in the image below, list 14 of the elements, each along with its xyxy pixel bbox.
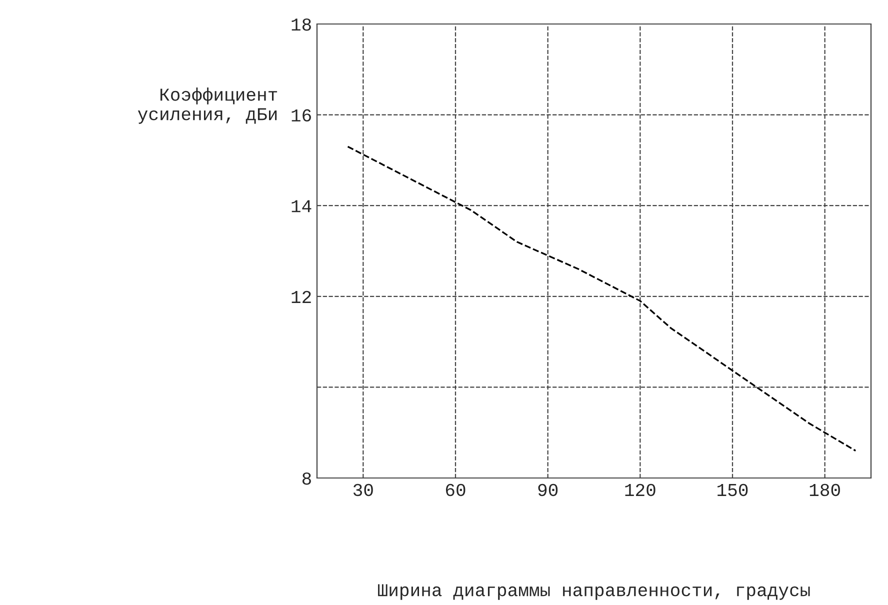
x-tick-label: 30	[353, 484, 373, 496]
y-axis-title: Коэффициент усиления, дБи	[138, 88, 278, 124]
line-series	[346, 146, 856, 452]
y-tick-label: 16	[292, 109, 311, 122]
x-tick-label: 90	[538, 484, 558, 496]
x-tick-label: 60	[446, 484, 466, 496]
x-tick-label: 120	[625, 484, 656, 496]
x-tick-label: 180	[810, 484, 840, 496]
x-axis-title: Ширина диаграммы направленности, градусы	[378, 584, 810, 600]
y-tick-label: 12	[292, 290, 311, 303]
x-tick-label: 150	[718, 484, 748, 496]
y-tick-label: 8	[302, 472, 311, 485]
y-tick-label: 14	[292, 200, 312, 212]
y-tick-label: 18	[292, 18, 311, 31]
